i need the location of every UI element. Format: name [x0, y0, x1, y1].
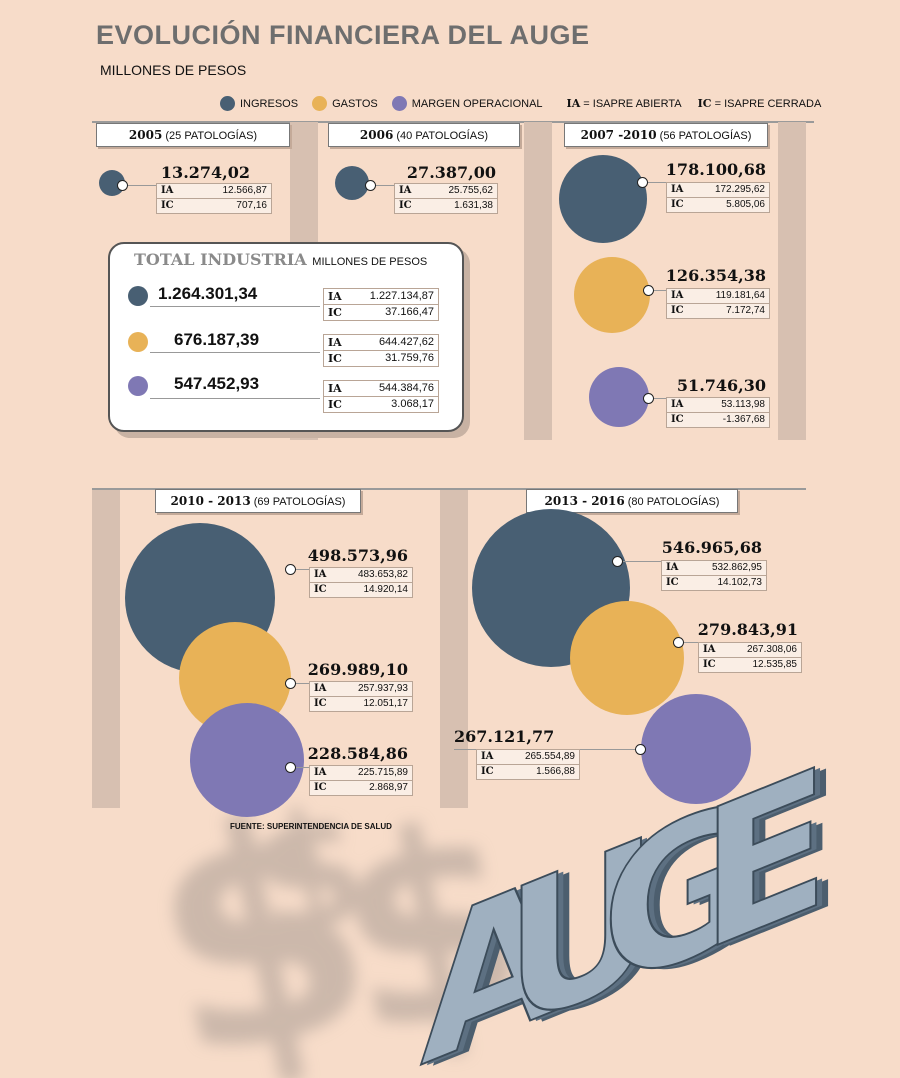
value-gastos-4: 279.843,91 — [697, 620, 798, 639]
value-ingresos-2: 178.100,68 — [665, 160, 766, 179]
legend-gastos: GASTOS — [312, 96, 378, 111]
breakdown-ingresos-3: IA 483.653,82 IC 14.920,14 — [309, 567, 413, 598]
breakdown-ingresos-4: IA 532.862,95 IC 14.102,73 — [661, 560, 767, 591]
legend-ic-note: IC = ISAPRE CERRADA — [697, 97, 822, 110]
value-ingresos-4: 546.965,68 — [661, 538, 762, 557]
total-industria-card: TOTAL INDUSTRIA MILLONES DE PESOS 1.264.… — [108, 242, 464, 432]
knob-gastos-3 — [285, 678, 296, 689]
total-gastos-leader — [150, 352, 320, 353]
period-label-2010-2013: 2010 - 2013 (69 PATOLOGÍAS) — [155, 489, 361, 513]
knob-ingresos-1 — [365, 180, 376, 191]
knob-ingresos-0 — [117, 180, 128, 191]
breakdown-gastos-4: IA 267.308,06 IC 12.535,85 — [698, 642, 802, 673]
bubble-gastos-2 — [574, 257, 650, 333]
total-gastos-value: 676.187,39 — [174, 330, 260, 349]
total-ingresos-dot — [128, 286, 148, 306]
page-title: EVOLUCIÓN FINANCIERA DEL AUGE — [96, 20, 590, 50]
bubble-ingresos-2 — [559, 155, 647, 243]
value-margen-2: 51.746,30 — [676, 376, 766, 395]
legend-margen: MARGEN OPERACIONAL — [391, 96, 543, 111]
value-margen-3: 228.584,86 — [307, 744, 408, 763]
period-label-2007-2010: 2007 -2010 (56 PATOLOGÍAS) — [564, 123, 768, 147]
pillar — [440, 490, 468, 808]
pillar — [524, 122, 552, 440]
value-gastos-2: 126.354,38 — [665, 266, 766, 285]
total-gastos-dot — [128, 332, 148, 352]
value-margen-4: 267.121,77 — [454, 727, 555, 746]
bubble-ingresos-1 — [335, 166, 369, 200]
page-subtitle: MILLONES DE PESOS — [100, 62, 247, 78]
total-industria-heading: TOTAL INDUSTRIA MILLONES DE PESOS — [134, 250, 428, 269]
total-margen-breakdown: IA 544.384,76 IC 3.068,17 — [323, 380, 439, 413]
legend-gastos-dot — [312, 96, 328, 111]
middle-rule — [92, 488, 806, 490]
legend-ingresos: INGRESOS — [220, 96, 298, 111]
total-margen-leader — [150, 398, 320, 399]
knob-ingresos-2 — [637, 177, 648, 188]
pillar — [92, 490, 120, 808]
period-label-2013-2016: 2013 - 2016 (80 PATOLOGÍAS) — [526, 489, 738, 513]
value-ingresos-1: 27.387,00 — [406, 163, 496, 182]
total-margen-value: 547.452,93 — [174, 374, 260, 393]
legend-ingresos-dot — [220, 96, 235, 111]
bubble-margen-3 — [190, 703, 304, 817]
breakdown-ingresos-2: IA 172.295,62 IC 5.805,06 — [666, 182, 770, 213]
value-ingresos-0: 13.274,02 — [160, 163, 250, 182]
value-ingresos-3: 498.573,96 — [307, 546, 408, 565]
total-ingresos-breakdown: IA 1.227.134,87 IC 37.166,47 — [323, 288, 439, 321]
bubble-margen-4 — [641, 694, 751, 804]
period-label-2006: 2006 (40 PATOLOGÍAS) — [328, 123, 520, 147]
knob-gastos-4 — [673, 637, 684, 648]
knob-ingresos-4 — [612, 556, 623, 567]
total-gastos-breakdown: IA 644.427,62 IC 31.759,76 — [323, 334, 439, 367]
breakdown-margen-2: IA 53.113,98 IC -1.367,68 — [666, 397, 770, 428]
breakdown-gastos-2: IA 119.181,64 IC 7.172,74 — [666, 288, 770, 319]
breakdown-gastos-3: IA 257.937,93 IC 12.051,17 — [309, 681, 413, 712]
total-ingresos-value: 1.264.301,34 — [158, 284, 258, 303]
source-note: FUENTE: SUPERINTENDENCIA DE SALUD — [230, 822, 392, 831]
breakdown-margen-4: IA 265.554,89 IC 1.566,88 — [476, 749, 580, 780]
period-label-2005: 2005 (25 PATOLOGÍAS) — [96, 123, 290, 147]
bubble-margen-2 — [589, 367, 649, 427]
knob-margen-4 — [635, 744, 646, 755]
bubble-gastos-4 — [570, 601, 684, 715]
knob-gastos-2 — [643, 285, 654, 296]
legend-margen-dot — [391, 96, 407, 111]
breakdown-ingresos-0: IA 12.566,87 IC 707,16 — [156, 183, 272, 214]
knob-ingresos-3 — [285, 564, 296, 575]
legend-ia-note: IA = ISAPRE ABIERTA — [566, 97, 682, 110]
value-gastos-3: 269.989,10 — [307, 660, 408, 679]
total-margen-dot — [128, 376, 148, 396]
knob-margen-2 — [643, 393, 654, 404]
knob-margen-3 — [285, 762, 296, 773]
breakdown-ingresos-1: IA 25.755,62 IC 1.631,38 — [394, 183, 498, 214]
total-ingresos-leader — [150, 306, 320, 307]
legend: INGRESOS GASTOS MARGEN OPERACIONAL IA = … — [220, 96, 827, 111]
pillar — [778, 122, 806, 440]
top-rule — [92, 121, 814, 123]
breakdown-margen-3: IA 225.715,89 IC 2.868,97 — [309, 765, 413, 796]
